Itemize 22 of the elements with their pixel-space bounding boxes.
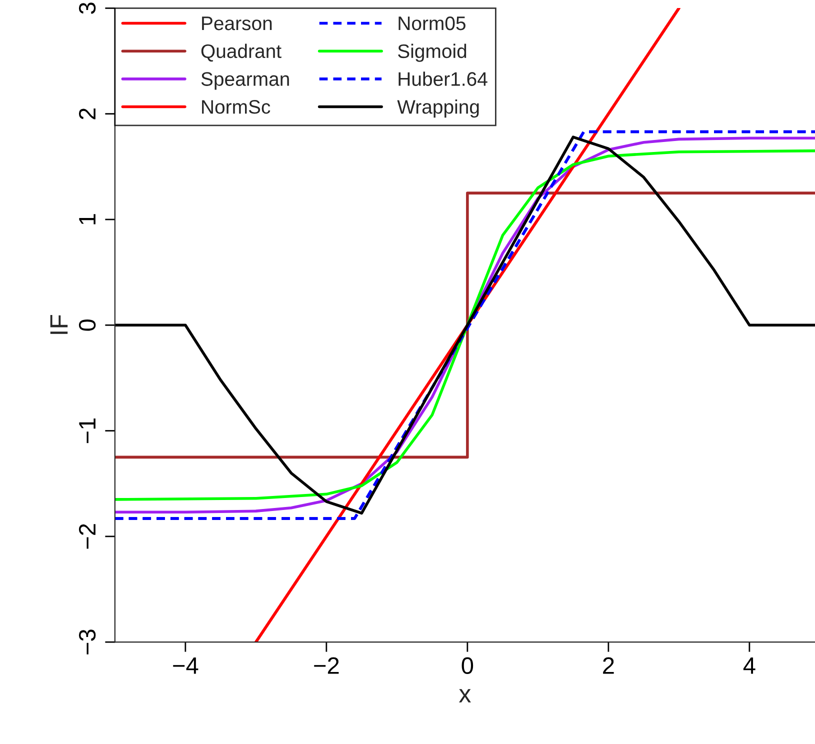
x-tick-label: −2	[314, 657, 339, 674]
legend-label: NormSc	[202, 100, 270, 114]
legend-label: Wrapping	[397, 100, 479, 118]
y-tick-label: 2	[78, 108, 96, 120]
x-axis-title: x	[458, 689, 471, 702]
y-tick-label: 0	[78, 319, 96, 331]
x-tick-label: 0	[462, 657, 474, 674]
y-tick-label: 3	[78, 2, 96, 14]
x-tick-label: 4	[743, 658, 756, 674]
legend-label: Pearson	[202, 16, 272, 30]
x-tick-label: −4	[173, 658, 198, 674]
y-tick-label: 1	[79, 214, 96, 224]
x-tick-label: 2	[603, 657, 614, 674]
legend-label: Sigmoid	[398, 44, 466, 62]
legend-label: Norm05	[398, 16, 466, 30]
y-tick-label: −3	[78, 630, 96, 654]
y-axis-title: IF	[50, 315, 68, 334]
legend-label: Quadrant	[201, 44, 282, 62]
y-tick-label: −1	[79, 418, 96, 444]
y-tick-label: −2	[78, 524, 96, 549]
legend-label: Huber1.64	[398, 72, 488, 86]
legend-label: Spearman	[201, 72, 289, 90]
